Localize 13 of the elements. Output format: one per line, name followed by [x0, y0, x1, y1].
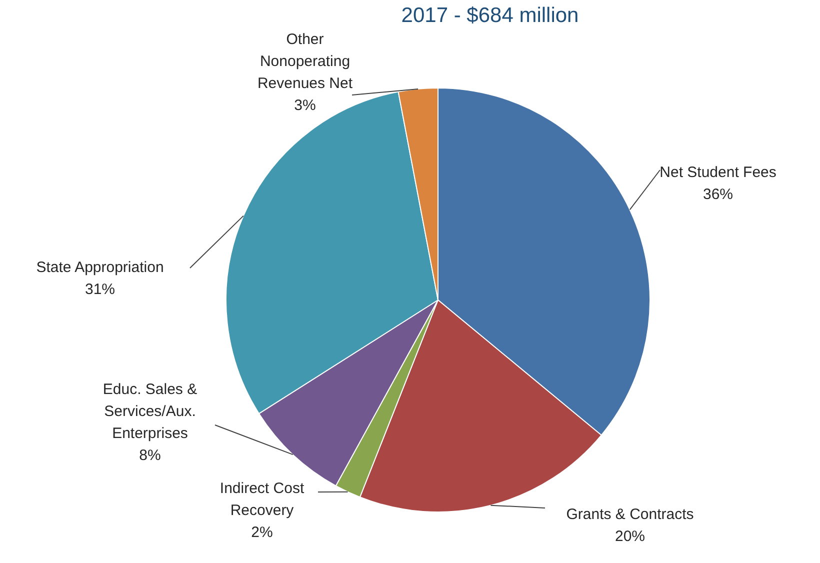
data-label: 8%: [139, 447, 161, 464]
slice-label: Educ. Sales & Services/Aux. Enterprises: [102, 381, 198, 442]
data-label: 3%: [294, 97, 316, 114]
data-label: 2%: [251, 524, 273, 541]
slice-label: Other Nonoperating Revenues Net: [257, 31, 354, 92]
slice-label: Grants & Contracts: [566, 506, 694, 523]
slice-label: Indirect Cost Recovery: [220, 480, 305, 519]
data-label: 20%: [614, 528, 646, 545]
data-label: 31%: [84, 281, 116, 298]
chart-title: 2017 - $684 million: [401, 4, 579, 27]
slice-label: State Appropriation: [36, 259, 164, 276]
data-label: 36%: [702, 186, 734, 203]
slice-label: Net Student Fees: [660, 164, 776, 181]
